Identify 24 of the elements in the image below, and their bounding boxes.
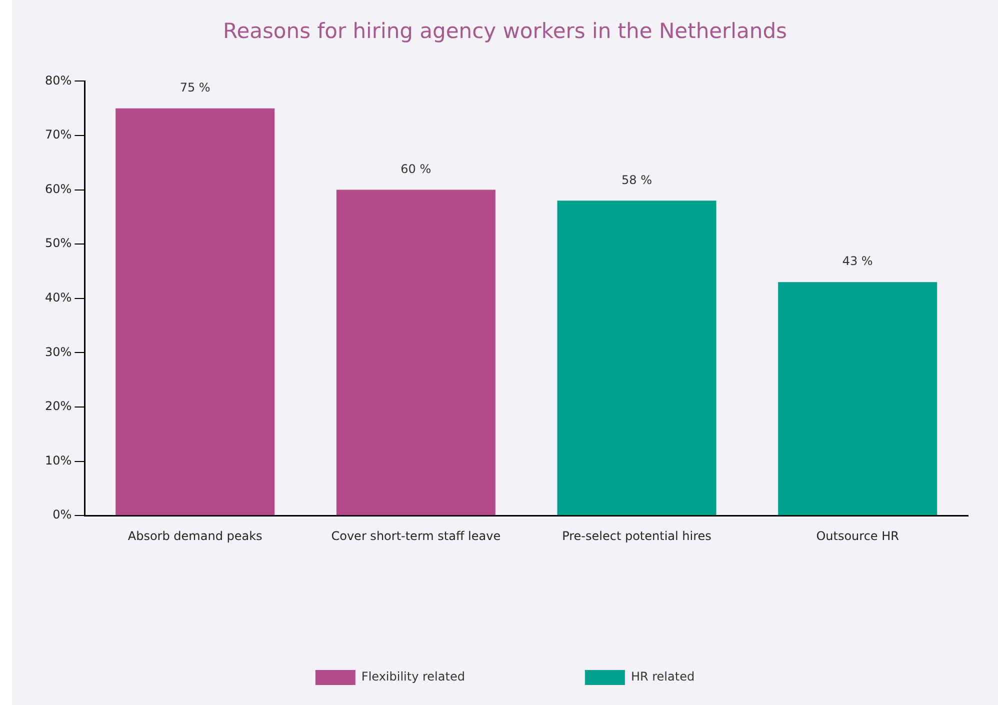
bar [116, 108, 275, 516]
y-tick-label: 70% [45, 128, 72, 142]
legend-label: Flexibility related [361, 670, 465, 684]
y-tick-label: 50% [45, 236, 72, 250]
x-tick-label: Outsource HR [816, 528, 899, 543]
y-tick-label: 10% [45, 453, 72, 468]
legend-label: HR related [630, 670, 695, 684]
data-label: 60 % [400, 162, 432, 176]
x-tick-label: Pre-select potential hires [562, 528, 712, 543]
data-label: 75 % [180, 80, 210, 94]
y-tick-label: 0% [52, 508, 72, 522]
y-tick-label: 40% [45, 290, 72, 305]
x-tick-label: Cover short-term staff leave [331, 528, 501, 543]
bar [557, 200, 716, 516]
x-tick-label: Absorb demand peaks [128, 528, 262, 543]
data-label: 58 % [622, 172, 652, 187]
y-tick-label: 60% [45, 182, 72, 196]
data-label: 43 % [842, 254, 873, 268]
bar [778, 282, 938, 516]
chart-title: Reasons for hiring agency workers in the Netherlands [223, 19, 787, 44]
y-tick-label: 30% [45, 344, 72, 359]
bar [336, 190, 496, 516]
y-tick-label: 80% [45, 73, 72, 88]
y-tick-label: 20% [45, 399, 72, 414]
